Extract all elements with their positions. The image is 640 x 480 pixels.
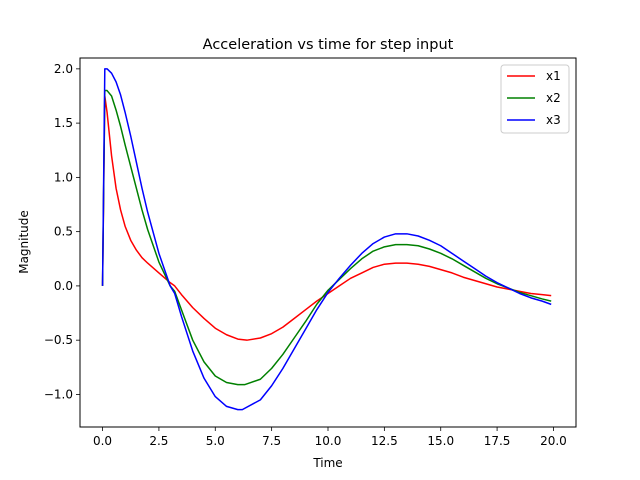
legend: x1 x2 x3 <box>500 64 570 134</box>
x-tick-label: 15.0 <box>427 434 454 448</box>
series-line-x2 <box>101 89 552 386</box>
plot-area <box>101 68 552 411</box>
x-tick-label: 12.5 <box>371 434 398 448</box>
x-tick-label: 20.0 <box>540 434 567 448</box>
series-line-x3 <box>101 68 552 411</box>
x-tick-label: 0.0 <box>93 434 112 448</box>
y-tick-label: 1.5 <box>54 116 73 130</box>
legend-label-x3: x3 <box>546 113 561 127</box>
legend-frame <box>500 64 570 134</box>
chart-title: Acceleration vs time for step input <box>203 37 454 53</box>
x-tick-label: 7.5 <box>262 434 281 448</box>
x-axis-label: Time <box>312 456 342 470</box>
y-tick-label: 1.0 <box>54 170 73 184</box>
y-tick-label: 0.5 <box>54 225 73 239</box>
legend-label-x1: x1 <box>546 69 561 83</box>
y-axis-label: Magnitude <box>17 210 31 274</box>
x-tick-label: 5.0 <box>206 434 225 448</box>
y-tick-label: −1.0 <box>44 387 73 401</box>
x-tick-label: 17.5 <box>484 434 511 448</box>
series-line-x1 <box>101 95 552 341</box>
x-tick-label: 10.0 <box>315 434 342 448</box>
x-axis: 0.0 2.5 5.0 7.5 10.0 12.5 15.0 17.5 20.0 <box>93 427 567 448</box>
legend-label-x2: x2 <box>546 91 561 105</box>
x-tick-label: 2.5 <box>149 434 168 448</box>
y-axis: −1.0 −0.5 0.0 0.5 1.0 1.5 2.0 <box>44 62 80 401</box>
y-tick-label: 0.0 <box>54 279 73 293</box>
y-tick-label: 2.0 <box>54 62 73 76</box>
y-tick-label: −0.5 <box>44 333 73 347</box>
